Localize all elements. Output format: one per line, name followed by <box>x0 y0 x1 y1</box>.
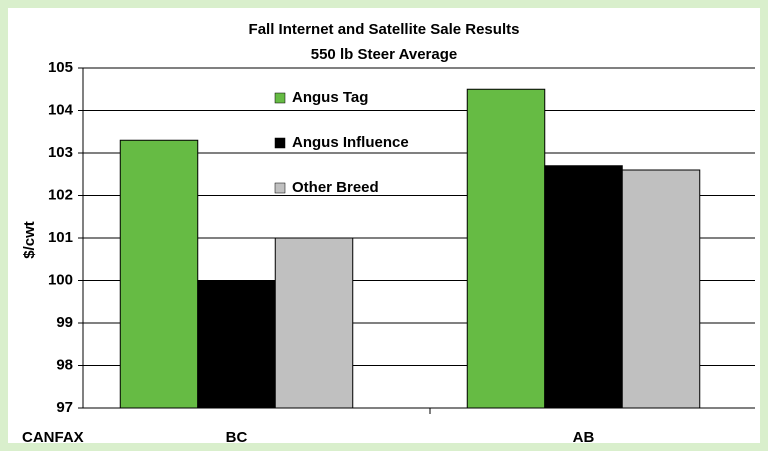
y-tick-label: 97 <box>56 399 73 416</box>
legend-label: Other Breed <box>292 179 379 196</box>
y-tick-label: 102 <box>48 186 73 203</box>
legend-swatch <box>274 182 286 194</box>
y-tick-label: 104 <box>48 101 74 118</box>
x-tick-label: BC <box>226 429 248 446</box>
bar <box>466 88 546 409</box>
chart-subtitle: 550 lb Steer Average <box>311 46 457 63</box>
bar <box>274 237 354 409</box>
y-tick-label: 101 <box>48 229 73 246</box>
legend-swatch <box>274 92 286 104</box>
bar <box>621 169 701 409</box>
y-tick-label: 99 <box>56 314 73 331</box>
chart-title: Fall Internet and Satellite Sale Results <box>249 21 520 38</box>
y-tick-label: 98 <box>56 356 73 373</box>
y-tick-label: 105 <box>48 59 73 76</box>
y-axis-label: $/cwt <box>21 221 38 259</box>
annotation: CANFAX <box>22 429 84 446</box>
legend-label: Angus Influence <box>292 134 409 151</box>
bar <box>544 165 623 409</box>
y-tick-label: 100 <box>48 271 73 288</box>
y-tick-label: 103 <box>48 144 73 161</box>
legend-swatch <box>274 137 286 149</box>
bar <box>119 139 199 409</box>
x-tick-label: AB <box>573 429 595 446</box>
bar <box>197 280 276 409</box>
legend-label: Angus Tag <box>292 89 368 106</box>
